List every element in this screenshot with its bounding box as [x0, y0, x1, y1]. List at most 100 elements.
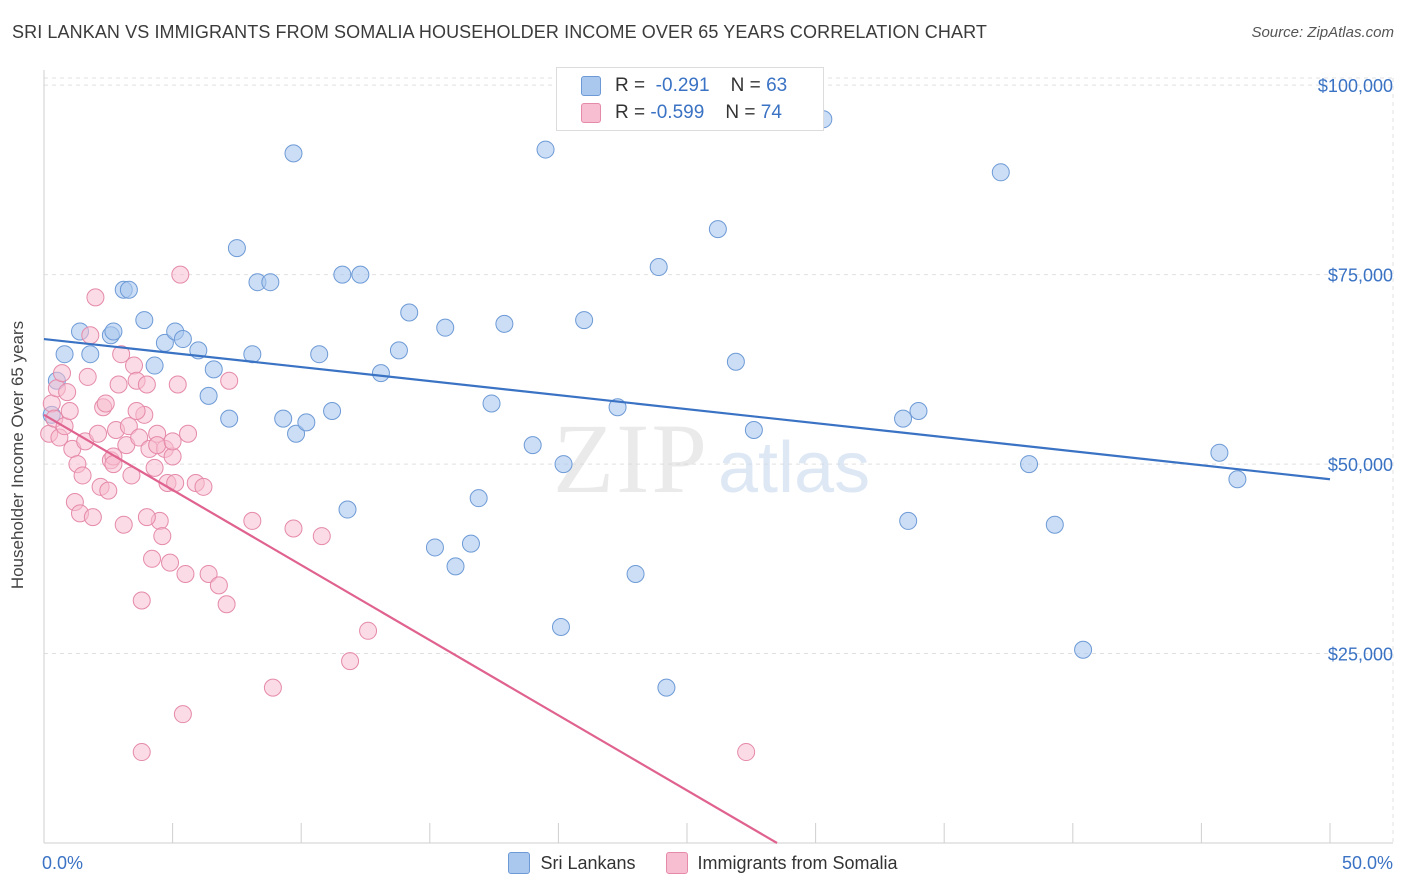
data-point-sri-lankans [1045, 515, 1064, 534]
trend-lines [43, 337, 1331, 844]
legend-label-somalia: Immigrants from Somalia [697, 852, 898, 873]
data-point-sri-lankans [204, 360, 223, 379]
series-somalia [40, 265, 756, 762]
data-point-sri-lankans [310, 345, 329, 364]
x-tick-labels: 0.0% 50.0% [42, 853, 1393, 873]
data-point-somalia [96, 394, 115, 413]
legend-n-value-pink: 74 [760, 102, 782, 123]
data-point-somalia [209, 576, 228, 595]
y-tick-label: $25,000 [1328, 645, 1393, 665]
data-point-somalia [114, 515, 133, 534]
series-legend: Sri Lankans Immigrants from Somalia [0, 852, 1406, 874]
legend-n-label: N = [725, 102, 756, 123]
data-point-sri-lankans [135, 311, 154, 330]
legend-item-somalia[interactable]: Immigrants from Somalia [665, 852, 898, 874]
data-point-sri-lankans [657, 678, 676, 697]
data-point-somalia [163, 447, 182, 466]
data-point-sri-lankans [495, 314, 514, 333]
y-tick-label: $50,000 [1328, 455, 1393, 475]
data-point-somalia [217, 595, 236, 614]
data-point-sri-lankans [461, 534, 480, 553]
watermark-zip: ZIP [553, 403, 709, 514]
data-point-sri-lankans [1228, 470, 1247, 489]
legend-swatch-pink [665, 852, 688, 874]
data-point-sri-lankans [371, 364, 390, 383]
data-point-somalia [132, 591, 151, 610]
data-point-sri-lankans [744, 420, 763, 439]
data-point-sri-lankans [338, 500, 357, 519]
source-label: Source: ZipAtlas.com [1251, 24, 1394, 41]
x-tick-label-max: 50.0% [1342, 853, 1393, 873]
data-point-sri-lankans [333, 265, 352, 284]
data-point-sri-lankans [894, 409, 913, 428]
data-point-somalia [73, 466, 92, 485]
legend-n-label: N = [730, 75, 761, 96]
data-point-sri-lankans [482, 394, 501, 413]
data-point-somalia [53, 364, 72, 383]
data-point-sri-lankans [323, 402, 342, 421]
data-point-sri-lankans [469, 489, 488, 508]
data-point-somalia [132, 743, 151, 762]
data-point-sri-lankans [297, 413, 316, 432]
legend-r-label: R = [615, 75, 646, 96]
data-point-sri-lankans [351, 265, 370, 284]
data-point-somalia [243, 511, 262, 530]
data-point-somalia [220, 371, 239, 390]
legend-n-value-blue: 63 [766, 75, 788, 96]
y-tick-label: $100,000 [1318, 76, 1393, 96]
legend-row-sri-lankans: R = -0.291 N = 63 [581, 74, 788, 98]
data-point-sri-lankans [536, 140, 555, 159]
data-point-sri-lankans [55, 345, 74, 364]
data-point-sri-lankans [551, 618, 570, 637]
watermark: ZIP atlas [553, 403, 870, 514]
data-point-somalia [171, 265, 190, 284]
data-point-somalia [83, 508, 102, 527]
legend-r-value-blue: -0.291 [655, 75, 710, 96]
data-point-somalia [359, 621, 378, 640]
data-point-somalia [81, 326, 100, 345]
data-point-sri-lankans [199, 386, 218, 405]
y-tick-labels: $25,000 $50,000 $75,000 $100,000 [1318, 76, 1393, 664]
data-point-somalia [127, 402, 146, 421]
data-point-sri-lankans [104, 322, 123, 341]
legend-item-sri-lankans[interactable]: Sri Lankans [508, 852, 636, 874]
data-point-somalia [109, 375, 128, 394]
data-point-somalia [78, 367, 97, 386]
data-point-somalia [60, 402, 79, 421]
data-point-sri-lankans [554, 455, 573, 474]
data-point-sri-lankans [145, 356, 164, 375]
data-point-somalia [42, 394, 61, 413]
axes [43, 70, 1393, 844]
data-point-sri-lankans [909, 402, 928, 421]
data-point-sri-lankans [119, 280, 138, 299]
watermark-atlas: atlas [718, 428, 870, 508]
legend-r-label: R = [615, 102, 646, 123]
trend-line-sri-lankans [43, 337, 1331, 481]
data-point-sri-lankans [1020, 455, 1039, 474]
data-point-somalia [284, 519, 303, 538]
data-point-sri-lankans [400, 303, 419, 322]
data-point-somalia [341, 652, 360, 671]
legend-swatch-blue [508, 852, 531, 874]
data-point-somalia [312, 527, 331, 546]
data-point-sri-lankans [227, 239, 246, 258]
data-point-somalia [199, 564, 218, 583]
trend-line-somalia [43, 413, 778, 844]
data-point-somalia [263, 678, 282, 697]
data-point-somalia [145, 458, 164, 477]
data-point-sri-lankans [626, 564, 645, 583]
correlation-legend: R = -0.291 N = 63 R = -0.599 N = 74 [556, 67, 824, 131]
data-point-sri-lankans [575, 311, 594, 330]
data-point-somalia [173, 705, 192, 724]
data-point-sri-lankans [284, 144, 303, 163]
legend-r-value-pink: -0.599 [650, 102, 705, 123]
data-point-sri-lankans [173, 330, 192, 349]
data-point-sri-lankans [287, 424, 306, 443]
data-point-somalia [130, 428, 149, 447]
data-point-somalia [137, 508, 156, 527]
data-point-sri-lankans [1074, 640, 1093, 659]
data-point-sri-lankans [220, 409, 239, 428]
legend-row-somalia: R = -0.599 N = 74 [581, 101, 782, 125]
data-point-sri-lankans [991, 163, 1010, 182]
data-point-somalia [86, 288, 105, 307]
